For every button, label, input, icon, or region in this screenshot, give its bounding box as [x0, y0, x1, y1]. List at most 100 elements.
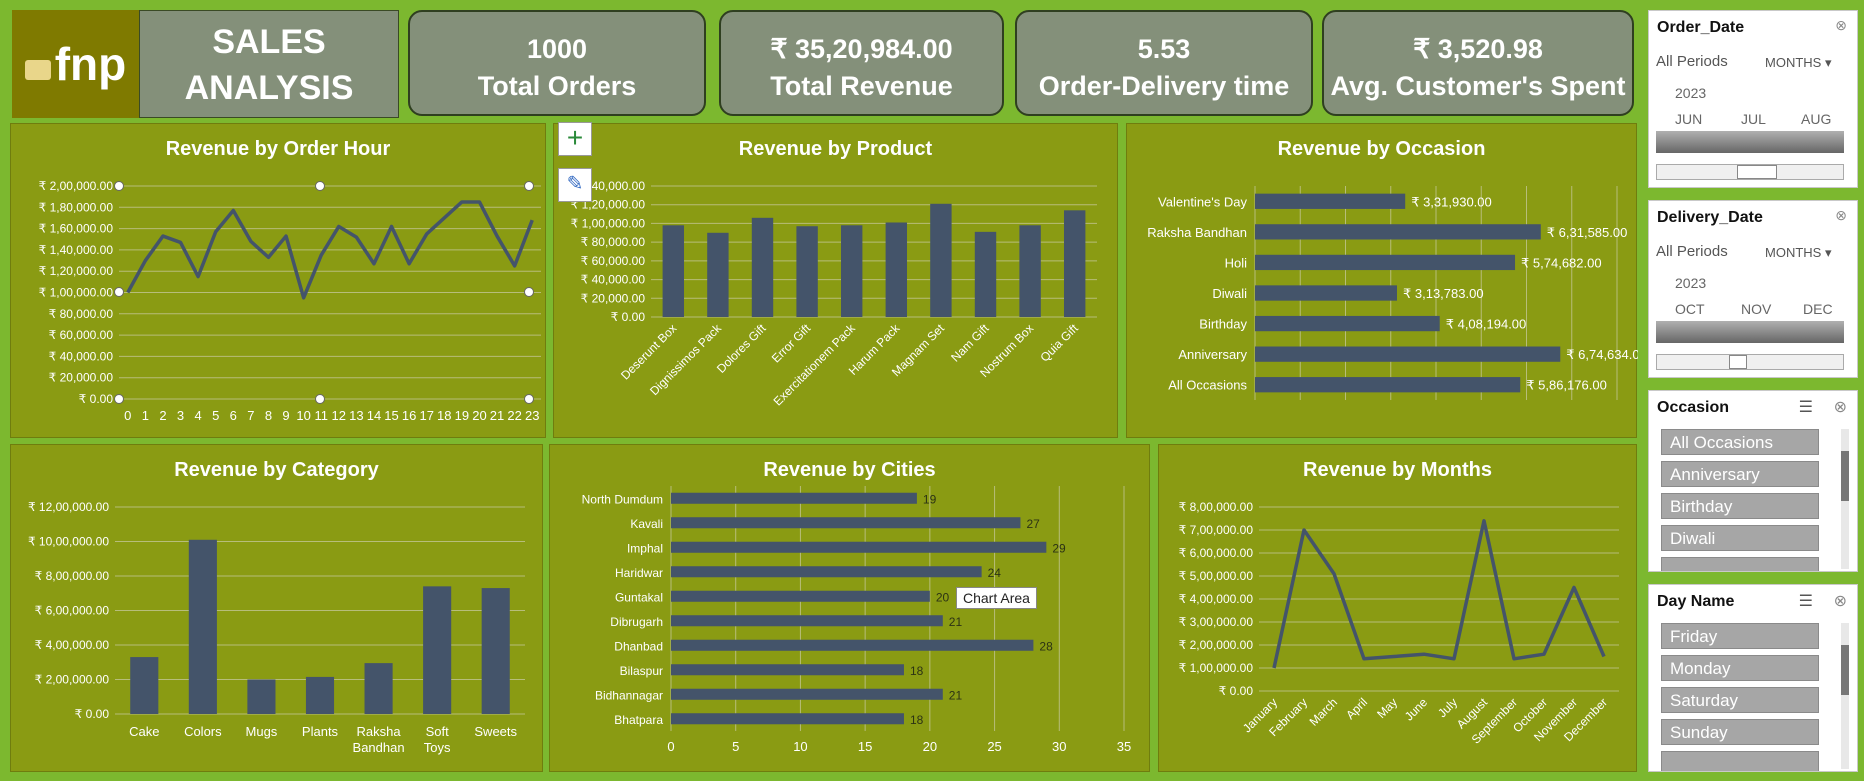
slicer-occasion[interactable]: Occasion ☰ ⊗ All Occasions Anniversary B…: [1648, 390, 1858, 572]
slicer-item[interactable]: All Occasions: [1661, 429, 1819, 455]
scroll-thumb[interactable]: [1737, 165, 1777, 179]
clear-filter-icon[interactable]: ⊗: [1833, 593, 1847, 610]
bar: [974, 231, 997, 317]
slicer-item[interactable]: Diwali: [1661, 525, 1819, 551]
x-tick-label: Plants: [302, 724, 339, 739]
clear-filter-icon[interactable]: ⊗: [1835, 207, 1847, 223]
series-line: [1272, 519, 1606, 669]
x-tick-label: 3: [177, 408, 184, 423]
y-tick-label: Raksha Bandhan: [1147, 225, 1247, 240]
dashboard-title: SALES ANALYSIS: [139, 10, 399, 118]
y-tick-label: ₹ 0.00: [79, 392, 114, 406]
timeline-bar[interactable]: [1656, 321, 1844, 343]
x-tick-label: Toys: [424, 740, 451, 755]
month-label: OCT: [1675, 301, 1705, 317]
data-label: 20: [936, 590, 950, 604]
x-tick-label: Nam Gift: [948, 321, 992, 365]
data-label: ₹ 6,74,634.00: [1566, 347, 1638, 362]
month-label: JUN: [1675, 111, 1703, 127]
bar: [1255, 254, 1516, 271]
chevron-down-icon: ▾: [1824, 55, 1832, 70]
x-tick-label: 5: [212, 408, 219, 423]
bar: [662, 225, 685, 317]
data-label: ₹ 3,13,783.00: [1403, 286, 1484, 301]
data-label: ₹ 6,31,585.00: [1547, 225, 1628, 240]
y-tick-label: ₹ 1,80,000.00: [39, 200, 114, 214]
multi-select-icon[interactable]: ☰: [1798, 399, 1813, 416]
x-tick-label: 5: [732, 739, 739, 754]
chart-title: Revenue by Occasion: [1277, 138, 1486, 160]
x-tick-label: 9: [282, 408, 289, 423]
x-tick-label: 35: [1117, 739, 1131, 754]
data-label: ₹ 5,74,682.00: [1521, 255, 1602, 270]
slicer-scrollbar[interactable]: [1841, 623, 1849, 769]
bar: [671, 590, 930, 602]
chart-revenue-by-hour[interactable]: Revenue by Order Hour ₹ 0.00 ₹ 20,000.00 ₹…: [10, 123, 546, 438]
clear-filter-icon[interactable]: ⊗: [1833, 399, 1847, 416]
chart-revenue-by-occasion[interactable]: Revenue by Occasion Valentine's Day ₹ 3,3…: [1126, 123, 1638, 438]
y-tick-label: ₹ 1,20,000.00: [39, 264, 114, 278]
x-tick-label: 10: [793, 739, 807, 754]
bar: [1255, 224, 1541, 240]
timeline-scrollbar[interactable]: [1656, 354, 1844, 370]
x-tick-label: 4: [195, 408, 202, 423]
y-tick-label: ₹ 4,00,000.00: [1179, 592, 1254, 606]
data-label: 21: [949, 688, 963, 702]
y-tick-label: Dibrugarh: [610, 615, 663, 629]
time-level-dropdown[interactable]: MONTHS ▾: [1765, 245, 1832, 261]
x-tick-label: 13: [349, 408, 363, 423]
data-label: 24: [988, 566, 1002, 580]
chart-revenue-by-product[interactable]: Revenue by Product ₹ 0.00 ₹ 20,000.00 ₹ 40…: [553, 123, 1118, 438]
data-label: ₹ 4,08,194.00: [1446, 317, 1527, 332]
slicer-order-date[interactable]: Order_Date ⊗ All Periods MONTHS ▾ 2023 J…: [1648, 10, 1858, 188]
slicer-item[interactable]: Monday: [1661, 655, 1819, 681]
bar: [1063, 210, 1086, 317]
kpi-total-orders: 1000 Total Orders: [408, 10, 706, 116]
slicer-delivery-date[interactable]: Delivery_Date ⊗ All Periods MONTHS ▾ 202…: [1648, 200, 1858, 378]
y-tick-label: ₹ 10,00,000.00: [28, 535, 109, 549]
slicer-item-partial[interactable]: [1661, 557, 1819, 571]
y-tick-label: ₹ 2,00,000.00: [39, 179, 114, 193]
chevron-down-icon: ▾: [1824, 245, 1832, 260]
year-label: 2023: [1675, 85, 1707, 101]
chart-styles-brush-icon[interactable]: ✎: [558, 168, 592, 202]
slicer-item-partial[interactable]: [1661, 751, 1819, 771]
slicer-day-name[interactable]: Day Name ☰ ⊗ Friday Monday Saturday Sund…: [1648, 584, 1858, 772]
x-tick-label: July: [1435, 695, 1460, 720]
chart-revenue-by-cities[interactable]: Revenue by Cities 0 5 10 15 20 25 30 35 North Du…: [549, 444, 1150, 772]
slicer-item[interactable]: Friday: [1661, 623, 1819, 649]
time-level-dropdown[interactable]: MONTHS ▾: [1765, 55, 1832, 71]
y-tick-label: ₹ 60,000.00: [581, 254, 646, 268]
slicer-item[interactable]: Sunday: [1661, 719, 1819, 745]
bar: [247, 679, 276, 714]
multi-select-icon[interactable]: ☰: [1798, 593, 1813, 610]
y-tick-label: Anniversary: [1178, 347, 1247, 362]
y-tick-label: ₹ 20,000.00: [49, 371, 114, 385]
y-tick-label: Bilaspur: [620, 664, 663, 678]
y-tick-label: ₹ 1,00,000.00: [39, 286, 114, 300]
bar: [885, 222, 908, 317]
x-tick-label: 6: [230, 408, 237, 423]
bar: [671, 566, 982, 578]
y-tick-label: Diwali: [1212, 286, 1247, 301]
x-tick-label: 20: [472, 408, 486, 423]
slicer-item[interactable]: Saturday: [1661, 687, 1819, 713]
chart-revenue-by-category[interactable]: Revenue by Category ₹ 0.00 ₹ 2,00,000.00 ₹…: [10, 444, 543, 772]
add-chart-element-button[interactable]: +: [558, 122, 592, 156]
kpi-avg-spent: ₹ 3,520.98 Avg. Customer's Spent: [1322, 10, 1634, 116]
timeline-bar[interactable]: [1656, 131, 1844, 153]
bar: [671, 713, 904, 725]
scroll-thumb[interactable]: [1729, 355, 1747, 369]
cities-bar-chart: 0 5 10 15 20 25 30 35 North Dumdum 19 Kavali 27 Imph…: [582, 486, 1131, 754]
x-tick-label: 11: [314, 408, 328, 423]
scroll-thumb[interactable]: [1841, 645, 1849, 695]
bar: [423, 586, 452, 714]
timeline-scrollbar[interactable]: [1656, 164, 1844, 180]
clear-filter-icon[interactable]: ⊗: [1835, 17, 1847, 33]
slicer-item[interactable]: Anniversary: [1661, 461, 1819, 487]
kpi-delivery-time: 5.53 Order-Delivery time: [1015, 10, 1313, 116]
chart-revenue-by-months[interactable]: Revenue by Months ₹ 0.00 ₹ 1,00,000.00 ₹ 2…: [1158, 444, 1637, 772]
slicer-item[interactable]: Birthday: [1661, 493, 1819, 519]
title-line-1: SALES: [212, 23, 326, 61]
scroll-thumb[interactable]: [1841, 451, 1849, 501]
